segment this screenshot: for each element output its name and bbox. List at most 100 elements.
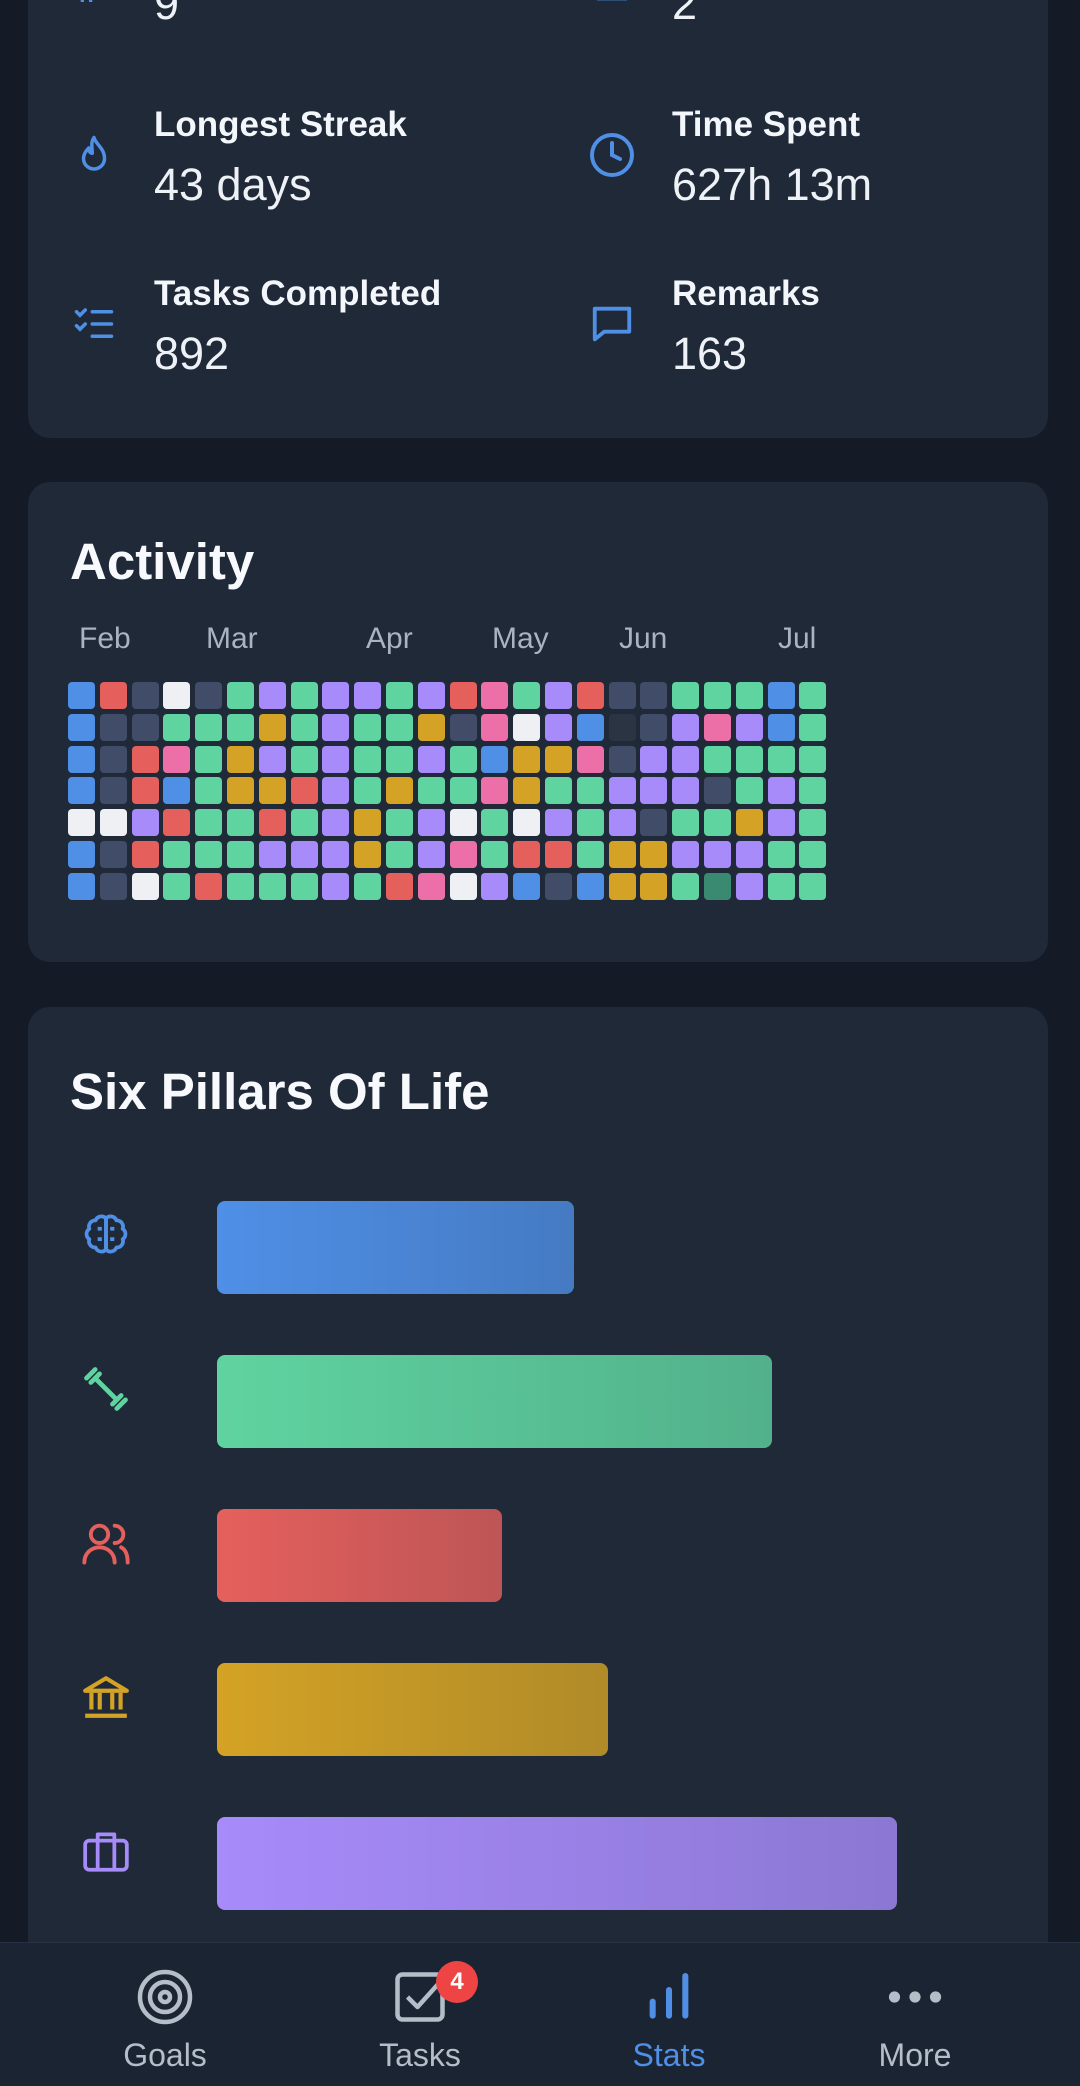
heatmap-cell — [545, 745, 572, 773]
heatmap-cell — [608, 745, 636, 773]
heatmap-cell — [735, 841, 763, 868]
heatmap-cell — [322, 713, 350, 741]
stat-label: Tasks Completed — [154, 274, 442, 313]
heatmap-cell — [195, 682, 223, 709]
heatmap-cell — [672, 872, 700, 900]
brain-icon — [78, 1207, 134, 1263]
heatmap-cell — [799, 872, 827, 900]
heatmap-cell — [68, 872, 95, 900]
heatmap-cell — [799, 745, 827, 773]
heatmap-cell — [481, 745, 509, 773]
heatmap-cell — [195, 841, 223, 868]
target-icon — [135, 1967, 195, 2032]
heatmap-cell — [227, 841, 254, 868]
heatmap-cell — [672, 777, 700, 805]
heatmap-cell — [258, 809, 286, 837]
stat-label: Longest Streak — [154, 105, 407, 144]
heatmap-cell — [131, 682, 159, 709]
heatmap-cell — [354, 841, 382, 868]
heatmap-cell — [195, 777, 223, 805]
dumbbell-icon — [78, 1361, 134, 1417]
heatmap-cell — [513, 872, 541, 900]
heatmap-cell — [449, 809, 477, 837]
heatmap-cell — [704, 872, 731, 900]
heatmap-cell — [68, 745, 95, 773]
heatmap-cell — [258, 872, 286, 900]
heatmap-cell — [608, 777, 636, 805]
more-dots-icon — [887, 1987, 943, 2012]
heatmap-cell — [386, 872, 413, 900]
heatmap-cell — [449, 713, 477, 741]
heatmap-cell — [99, 809, 127, 837]
pillar-bar-social — [217, 1509, 502, 1602]
heatmap-cell — [227, 682, 254, 709]
nav-tasks[interactable]: 4 Tasks — [320, 1961, 520, 2074]
heatmap-cell — [99, 682, 127, 709]
heatmap-cell — [640, 713, 668, 741]
heatmap-cell — [163, 777, 191, 805]
clock-icon — [588, 131, 636, 179]
heatmap-cell — [290, 713, 318, 741]
heatmap-cell — [608, 841, 636, 868]
nav-more[interactable]: More — [815, 1967, 1015, 2074]
nav-goals[interactable]: Goals — [65, 1967, 265, 2074]
month-label: Jun — [619, 622, 668, 655]
heatmap-cell — [481, 777, 509, 805]
stat-value: 627h 13m — [672, 159, 873, 210]
nav-label: Tasks — [379, 2037, 461, 2073]
heatmap-cell — [417, 745, 445, 773]
heatmap-cell — [386, 682, 413, 709]
pillar-bar-finance — [217, 1663, 608, 1756]
heatmap-cell — [513, 745, 541, 773]
heatmap-cell — [322, 872, 350, 900]
heatmap-cell — [640, 745, 668, 773]
heatmap-cell — [735, 809, 763, 837]
heatmap-cell — [386, 713, 413, 741]
heatmap-cell — [767, 713, 795, 741]
heatmap-cell — [640, 682, 668, 709]
heatmap-cell — [608, 872, 636, 900]
heatmap-cell — [672, 713, 700, 741]
heatmap-cell — [68, 809, 95, 837]
heatmap-cell — [131, 841, 159, 868]
nav-label: More — [878, 2037, 952, 2073]
pillar-bar-fitness — [217, 1355, 772, 1448]
briefcase-icon — [78, 1823, 134, 1879]
month-label: May — [492, 622, 549, 655]
heatmap-cell — [799, 713, 827, 741]
pillars-card: Six Pillars Of Life — [28, 1007, 1048, 2086]
heatmap-cell — [386, 809, 413, 837]
heatmap-cell — [131, 745, 159, 773]
heatmap-cell — [163, 872, 191, 900]
nav-stats[interactable]: Stats — [569, 1967, 769, 2074]
heatmap-cell — [322, 682, 350, 709]
heatmap-cell — [449, 682, 477, 709]
heatmap-cell — [640, 872, 668, 900]
box-icon — [588, 0, 636, 26]
heatmap-cell — [354, 777, 382, 805]
heatmap-cell — [417, 713, 445, 741]
bottom-nav: Goals 4 Tasks Stats More — [0, 1942, 1080, 2086]
heatmap-cell — [576, 713, 604, 741]
heatmap-cell — [258, 713, 286, 741]
heatmap-cell — [735, 682, 763, 709]
heatmap-cell — [131, 713, 159, 741]
heatmap-cell — [481, 872, 509, 900]
heatmap-cell — [322, 809, 350, 837]
heatmap-cell — [131, 872, 159, 900]
heatmap-cell — [481, 713, 509, 741]
bar-icon — [70, 0, 118, 26]
month-label: Apr — [366, 622, 413, 655]
heatmap-cell — [417, 682, 445, 709]
heatmap-cell — [704, 713, 731, 741]
month-label: Feb — [79, 622, 131, 655]
heatmap-cell — [767, 777, 795, 805]
heatmap-cell — [99, 777, 127, 805]
heatmap-cell — [576, 841, 604, 868]
heatmap-cell — [799, 809, 827, 837]
heatmap-cell — [513, 777, 541, 805]
heatmap-cell — [672, 745, 700, 773]
pillars-title: Six Pillars Of Life — [70, 1063, 490, 1120]
heatmap-cell — [163, 682, 191, 709]
heatmap-cell — [767, 872, 795, 900]
